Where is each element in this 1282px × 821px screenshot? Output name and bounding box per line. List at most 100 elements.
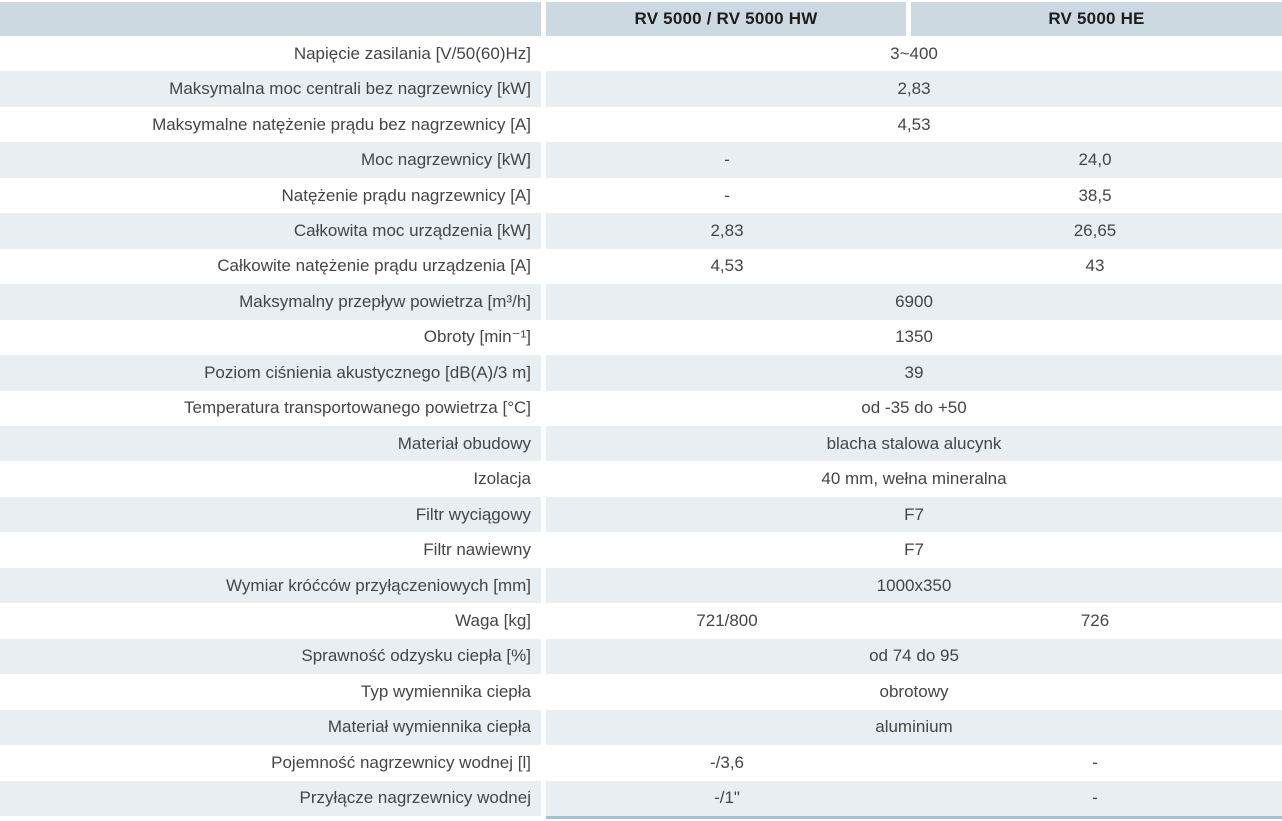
table-row: Napięcie zasilania [V/50(60)Hz] 3~400 <box>0 36 1282 72</box>
row-label: Materiał wymiennika ciepła <box>0 709 541 746</box>
table-row: Waga [kg] 721/800 726 <box>0 603 1282 639</box>
row-values: F7 <box>546 532 1282 567</box>
row-values: 4,53 43 <box>546 249 1282 284</box>
row-value-col2: 726 <box>1080 610 1110 630</box>
table-body: Napięcie zasilania [V/50(60)Hz] 3~400 Ma… <box>0 36 1282 816</box>
row-label: Typ wymiennika ciepła <box>360 681 531 701</box>
table-row: Pojemność nagrzewnicy wodnej [l] -/3,6 - <box>0 745 1282 781</box>
row-values: aluminium <box>546 709 1282 746</box>
row-label: Poziom ciśnienia akustycznego [dB(A)/3 m… <box>0 355 541 391</box>
row-value-span: F7 <box>904 504 924 524</box>
row-value-col1: 2,83 <box>710 220 744 240</box>
table-row: Maksymalny przepływ powietrza [m³/h] 690… <box>0 284 1282 320</box>
row-label: Filtr nawiewny <box>423 540 531 560</box>
row-label: Filtr wyciągowy <box>0 496 541 533</box>
row-value-span: 2,83 <box>897 79 931 99</box>
column-gutter <box>541 284 546 320</box>
column-gutter <box>541 425 546 462</box>
row-label: Moc nagrzewnicy [kW] <box>0 142 541 178</box>
row-value-span: aluminium <box>875 717 953 737</box>
row-value-span: 39 <box>904 362 924 382</box>
column-gutter <box>541 638 546 675</box>
row-label: Maksymalne natężenie prądu bez nagrzewni… <box>152 114 531 134</box>
row-label: Maksymalna moc centrali bez nagrzewnicy … <box>0 71 541 107</box>
row-value-span: 3~400 <box>890 43 938 63</box>
row-values: 721/800 726 <box>546 603 1282 638</box>
row-values: 40 mm, wełna mineralna <box>546 461 1282 496</box>
table-row: Całkowita moc urządzenia [kW] 2,83 26,65 <box>0 213 1282 249</box>
table-row: Maksymalne natężenie prądu bez nagrzewni… <box>0 106 1282 143</box>
row-value-col2: 26,65 <box>1073 220 1117 240</box>
row-value-col2: - <box>1092 788 1098 808</box>
row-values: -/3,6 - <box>546 745 1282 780</box>
bottom-rule-line <box>546 816 1282 819</box>
row-values: 1000x350 <box>546 567 1282 604</box>
column-gutter <box>541 461 546 497</box>
table-row: Filtr nawiewny F7 <box>0 532 1282 568</box>
row-value-col2: 24,0 <box>1078 150 1112 170</box>
header-empty-cell <box>0 2 541 36</box>
column-gutter <box>541 355 546 391</box>
row-value-span: 40 mm, wełna mineralna <box>821 469 1007 489</box>
column-gutter <box>541 2 546 36</box>
row-label: Waga [kg] <box>455 610 531 630</box>
bottom-rule-blank <box>0 816 546 819</box>
row-value-col2: 43 <box>1085 256 1105 276</box>
table-row: Moc nagrzewnicy [kW] - 24,0 <box>0 142 1282 178</box>
row-values: od 74 do 95 <box>546 638 1282 675</box>
column-gutter <box>906 2 911 36</box>
row-values: od -35 do +50 <box>546 391 1282 426</box>
row-values: 39 <box>546 355 1282 391</box>
table-row: Temperatura transportowanego powietrza [… <box>0 390 1282 426</box>
row-value-col2: 38,5 <box>1078 185 1112 205</box>
row-value-span: od -35 do +50 <box>861 398 967 418</box>
column-gutter <box>541 71 546 107</box>
row-values: 3~400 <box>546 36 1282 71</box>
row-label: Pojemność nagrzewnicy wodnej [l] <box>271 752 531 772</box>
table-row: Obroty [min⁻¹] 1350 <box>0 319 1282 356</box>
table-row: Materiał obudowy blacha stalowa alucynk <box>0 425 1282 462</box>
column-gutter <box>541 567 546 604</box>
row-label: Całkowita moc urządzenia [kW] <box>0 213 541 249</box>
row-label: Temperatura transportowanego powietrza [… <box>184 398 531 418</box>
row-values: 1350 <box>546 320 1282 355</box>
column-gutter <box>541 780 546 816</box>
row-value-col1: - <box>724 185 730 205</box>
row-values: blacha stalowa alucynk <box>546 425 1282 462</box>
row-value-span: blacha stalowa alucynk <box>826 433 1002 453</box>
row-value-col1: - <box>724 150 730 170</box>
column-gutter <box>541 745 546 781</box>
row-values: - 24,0 <box>546 142 1282 178</box>
table-row: Przyłącze nagrzewnicy wodnej -/1" - <box>0 780 1282 816</box>
row-values: 4,53 <box>546 107 1282 142</box>
column-gutter <box>541 709 546 746</box>
row-value-span: 1000x350 <box>876 575 952 595</box>
row-label: Obroty [min⁻¹] <box>423 327 531 347</box>
table-row: Izolacja 40 mm, wełna mineralna <box>0 461 1282 497</box>
table-row: Materiał wymiennika ciepła aluminium <box>0 709 1282 746</box>
table-row: Maksymalna moc centrali bez nagrzewnicy … <box>0 71 1282 107</box>
row-label: Natężenie prądu nagrzewnicy [A] <box>281 185 531 205</box>
row-values: 2,83 26,65 <box>546 213 1282 249</box>
row-value-col1: -/1" <box>714 788 740 808</box>
table-header: RV 5000 / RV 5000 HW RV 5000 HE <box>0 2 1282 36</box>
row-label: Maksymalny przepływ powietrza [m³/h] <box>0 284 541 320</box>
bottom-rule <box>0 816 1282 819</box>
row-values: obrotowy <box>546 674 1282 709</box>
row-value-col2: - <box>1092 752 1098 772</box>
row-label: Napięcie zasilania [V/50(60)Hz] <box>293 43 531 63</box>
row-values: F7 <box>546 496 1282 533</box>
row-value-col1: -/3,6 <box>709 752 745 772</box>
column-gutter <box>541 603 546 639</box>
row-values: 2,83 <box>546 71 1282 107</box>
row-value-span: obrotowy <box>879 681 949 701</box>
column-gutter <box>541 142 546 178</box>
row-value-span: od 74 do 95 <box>869 646 959 666</box>
table-row: Całkowite natężenie prądu urządzenia [A]… <box>0 248 1282 285</box>
table-row: Sprawność odzysku ciepła [%] od 74 do 95 <box>0 638 1282 675</box>
column-gutter <box>541 36 546 72</box>
column-gutter <box>541 248 546 285</box>
row-label: Izolacja <box>473 469 531 489</box>
column-gutter <box>541 674 546 710</box>
